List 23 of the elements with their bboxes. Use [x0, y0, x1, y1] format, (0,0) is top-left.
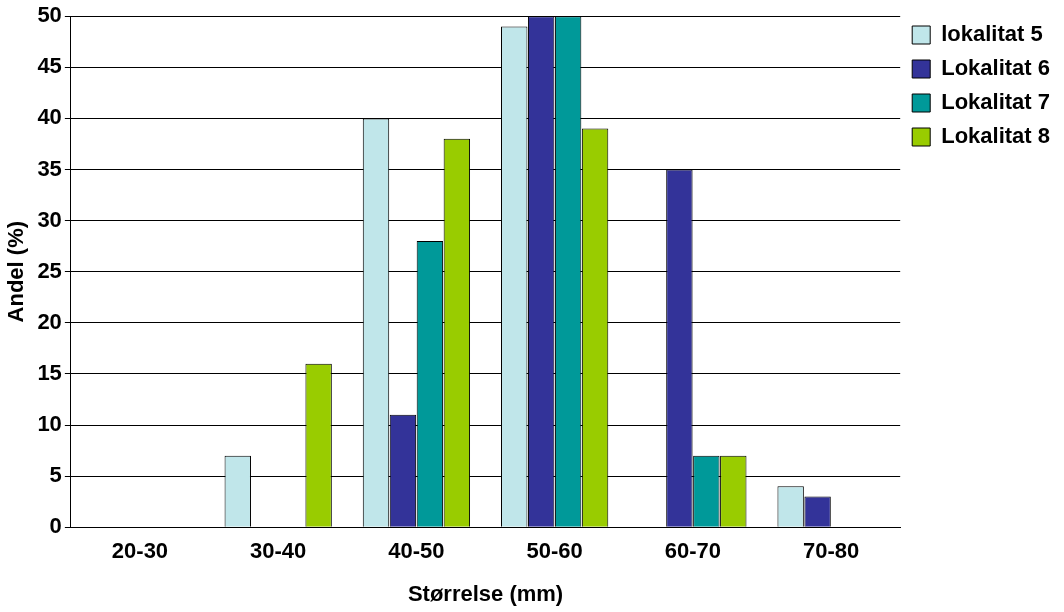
y-tick-label: 0: [49, 513, 62, 539]
y-axis-title: Andel (%): [3, 220, 29, 323]
x-tick-label: 40-50: [388, 538, 445, 564]
x-tick-label: 50-60: [526, 538, 583, 564]
legend-label: Lokalitat 6: [941, 55, 1050, 81]
x-axis-title: Størrelse (mm): [407, 580, 564, 606]
x-tick-label: 20-30: [111, 538, 169, 564]
y-tick-label: 40: [37, 104, 62, 130]
x-tick-label: 70-80: [802, 538, 860, 564]
legend-label: Lokalitat 8: [941, 123, 1050, 149]
y-tick-label: 30: [37, 206, 62, 232]
legend-label: Lokalitat 7: [941, 89, 1050, 115]
y-tick-label: 5: [49, 462, 62, 488]
x-tick-label: 60-70: [664, 538, 721, 564]
y-tick-label: 35: [37, 155, 62, 181]
y-tick-label: 50: [37, 2, 62, 28]
x-tick-label: 30-40: [250, 538, 307, 564]
y-tick-label: 20: [37, 308, 62, 334]
y-tick-label: 15: [37, 359, 62, 385]
y-tick-label: 45: [37, 53, 62, 79]
y-tick-label: 25: [37, 257, 62, 283]
legend-label: lokalitat 5: [941, 21, 1043, 47]
y-tick-label: 10: [37, 411, 62, 437]
